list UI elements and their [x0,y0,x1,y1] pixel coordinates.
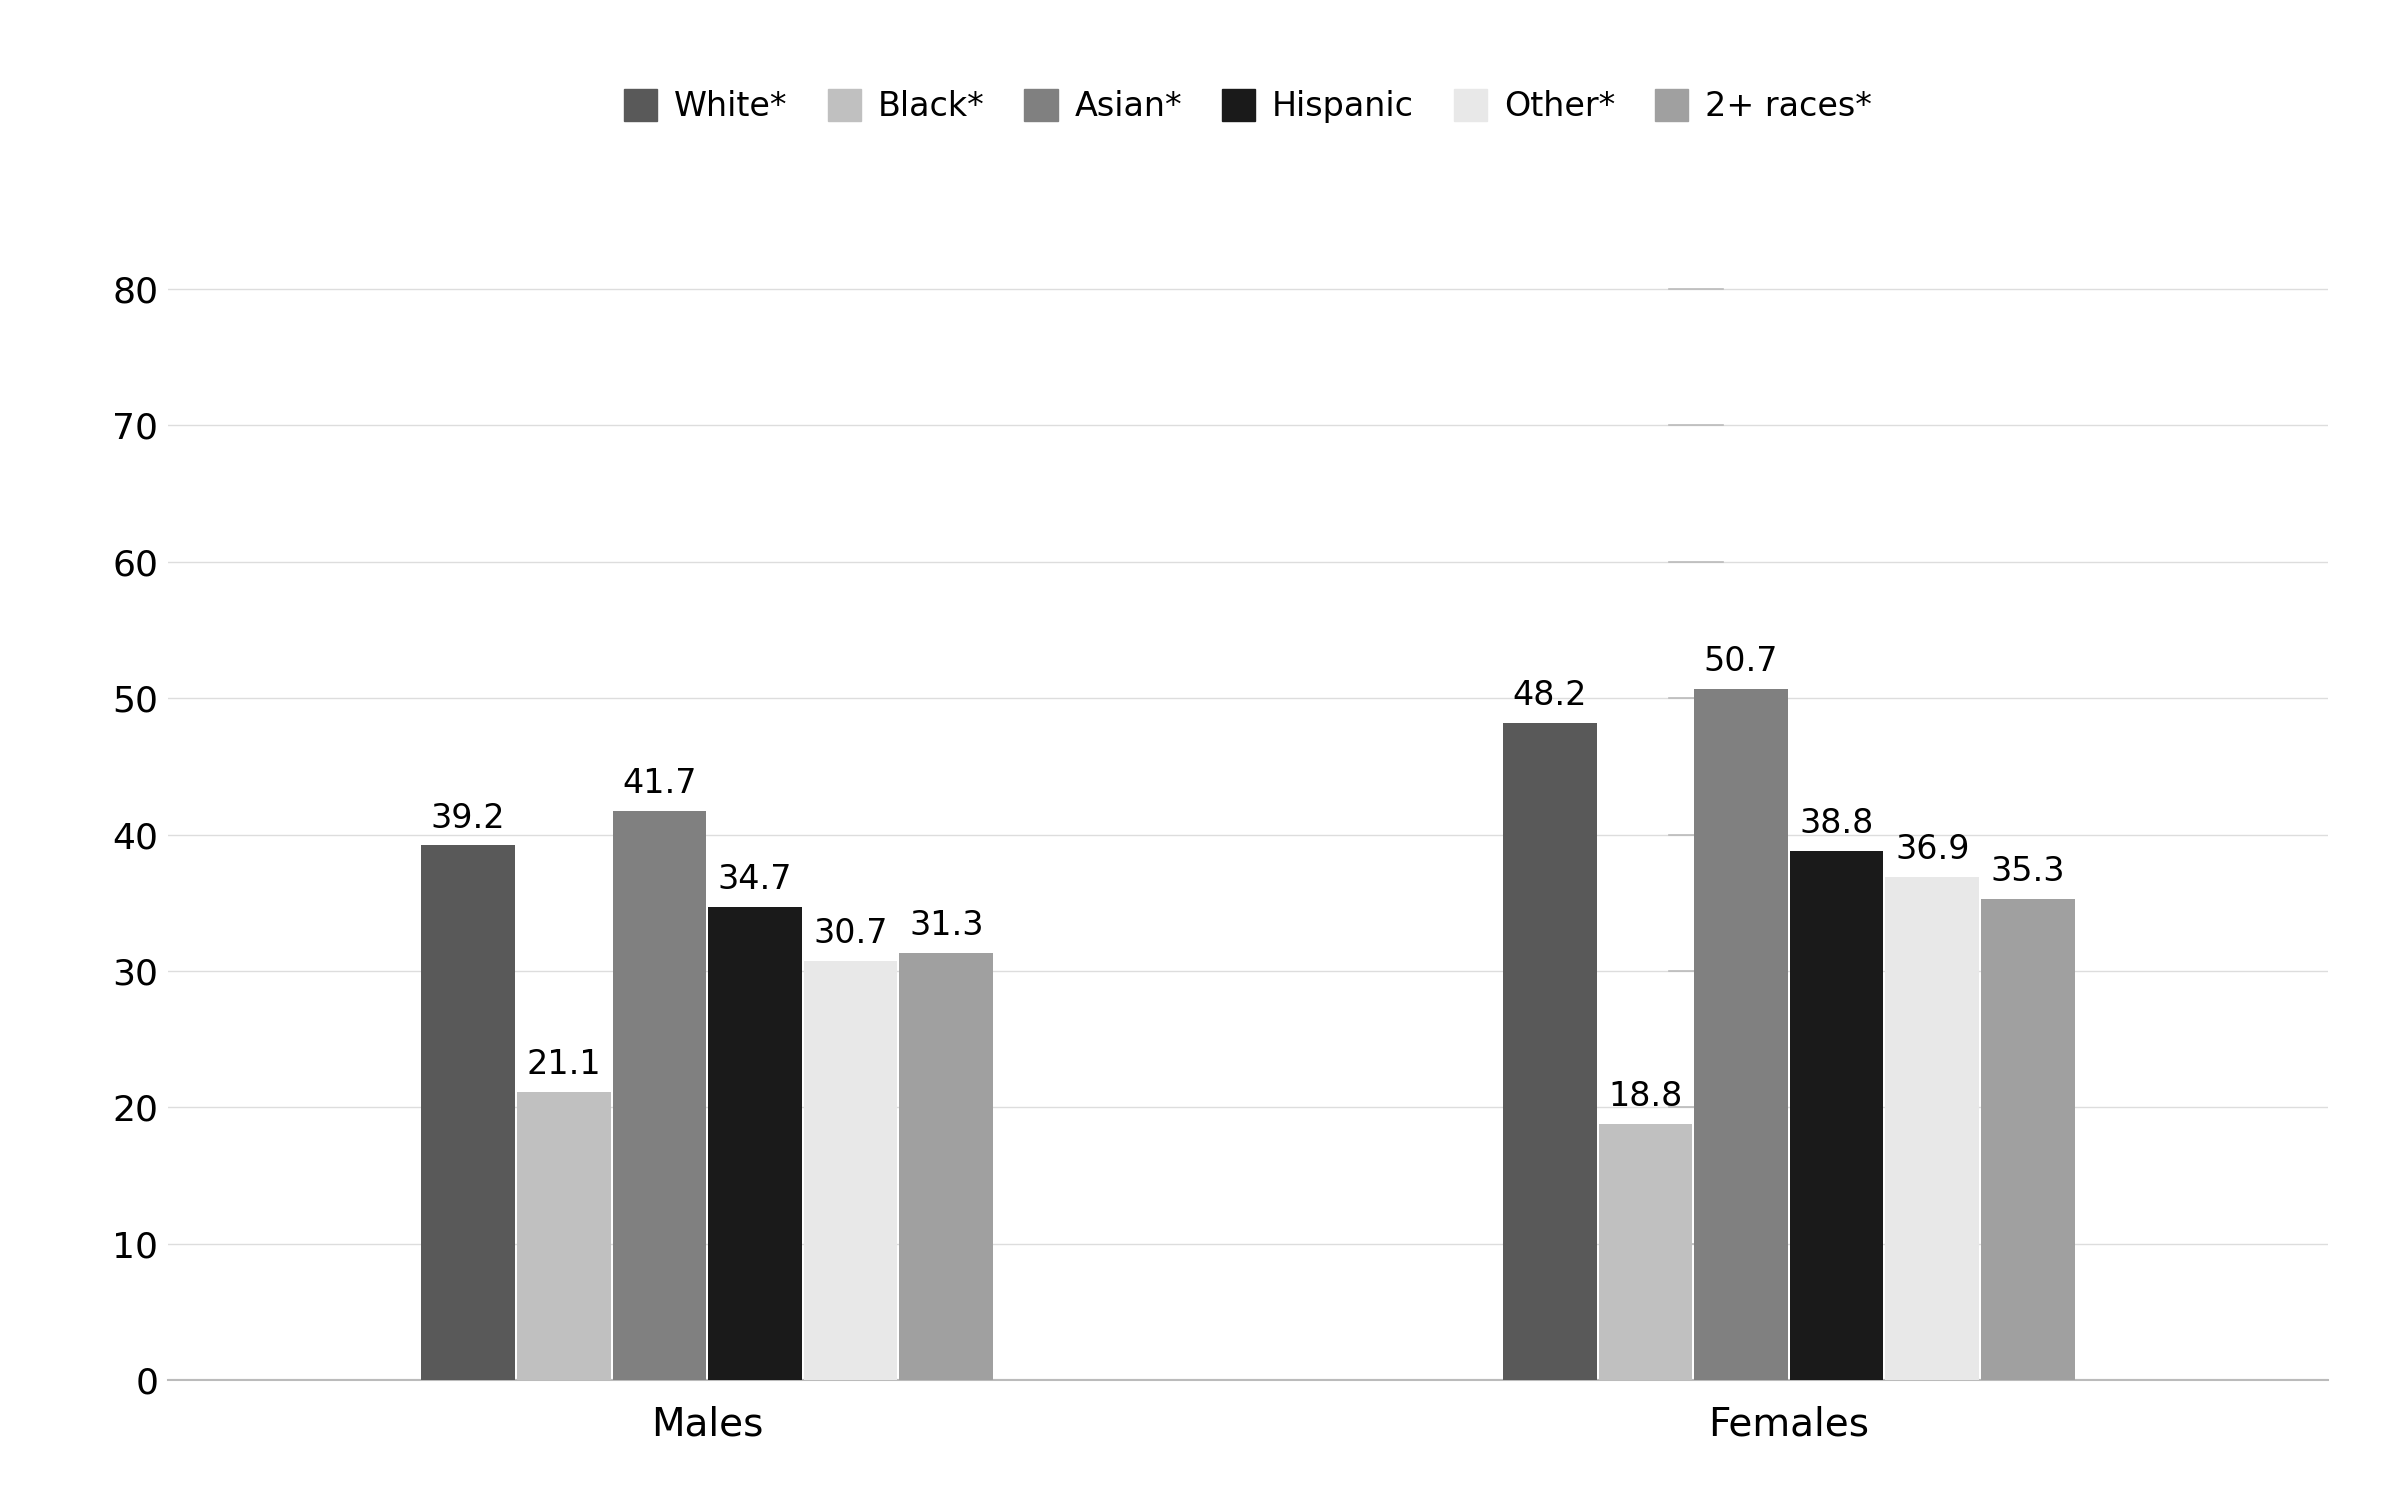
Text: 41.7: 41.7 [622,768,696,801]
Bar [1980,898,2074,1380]
Text: 50.7: 50.7 [1704,645,1778,678]
Bar [1790,850,1884,1380]
Text: 30.7: 30.7 [814,918,888,951]
Bar [1502,723,1596,1380]
Legend: White*, Black*, Asian*, Hispanic, Other*, 2+ races*: White*, Black*, Asian*, Hispanic, Other*… [624,88,1872,123]
Bar [1694,688,1788,1380]
Text: 31.3: 31.3 [910,909,984,942]
Bar [612,812,706,1380]
Text: 48.2: 48.2 [1512,680,1586,712]
Text: 36.9: 36.9 [1896,833,1970,866]
Text: 35.3: 35.3 [1990,855,2064,888]
Text: 34.7: 34.7 [718,862,792,895]
Bar [900,952,994,1380]
Bar [422,846,516,1380]
Bar [708,908,802,1380]
Bar [516,1092,610,1380]
Bar [1886,878,1980,1380]
Text: 39.2: 39.2 [432,801,506,834]
Bar [804,962,898,1380]
Text: 38.8: 38.8 [1800,807,1874,840]
Text: 21.1: 21.1 [526,1048,600,1082]
Text: 18.8: 18.8 [1608,1080,1682,1113]
Bar [1598,1124,1692,1380]
